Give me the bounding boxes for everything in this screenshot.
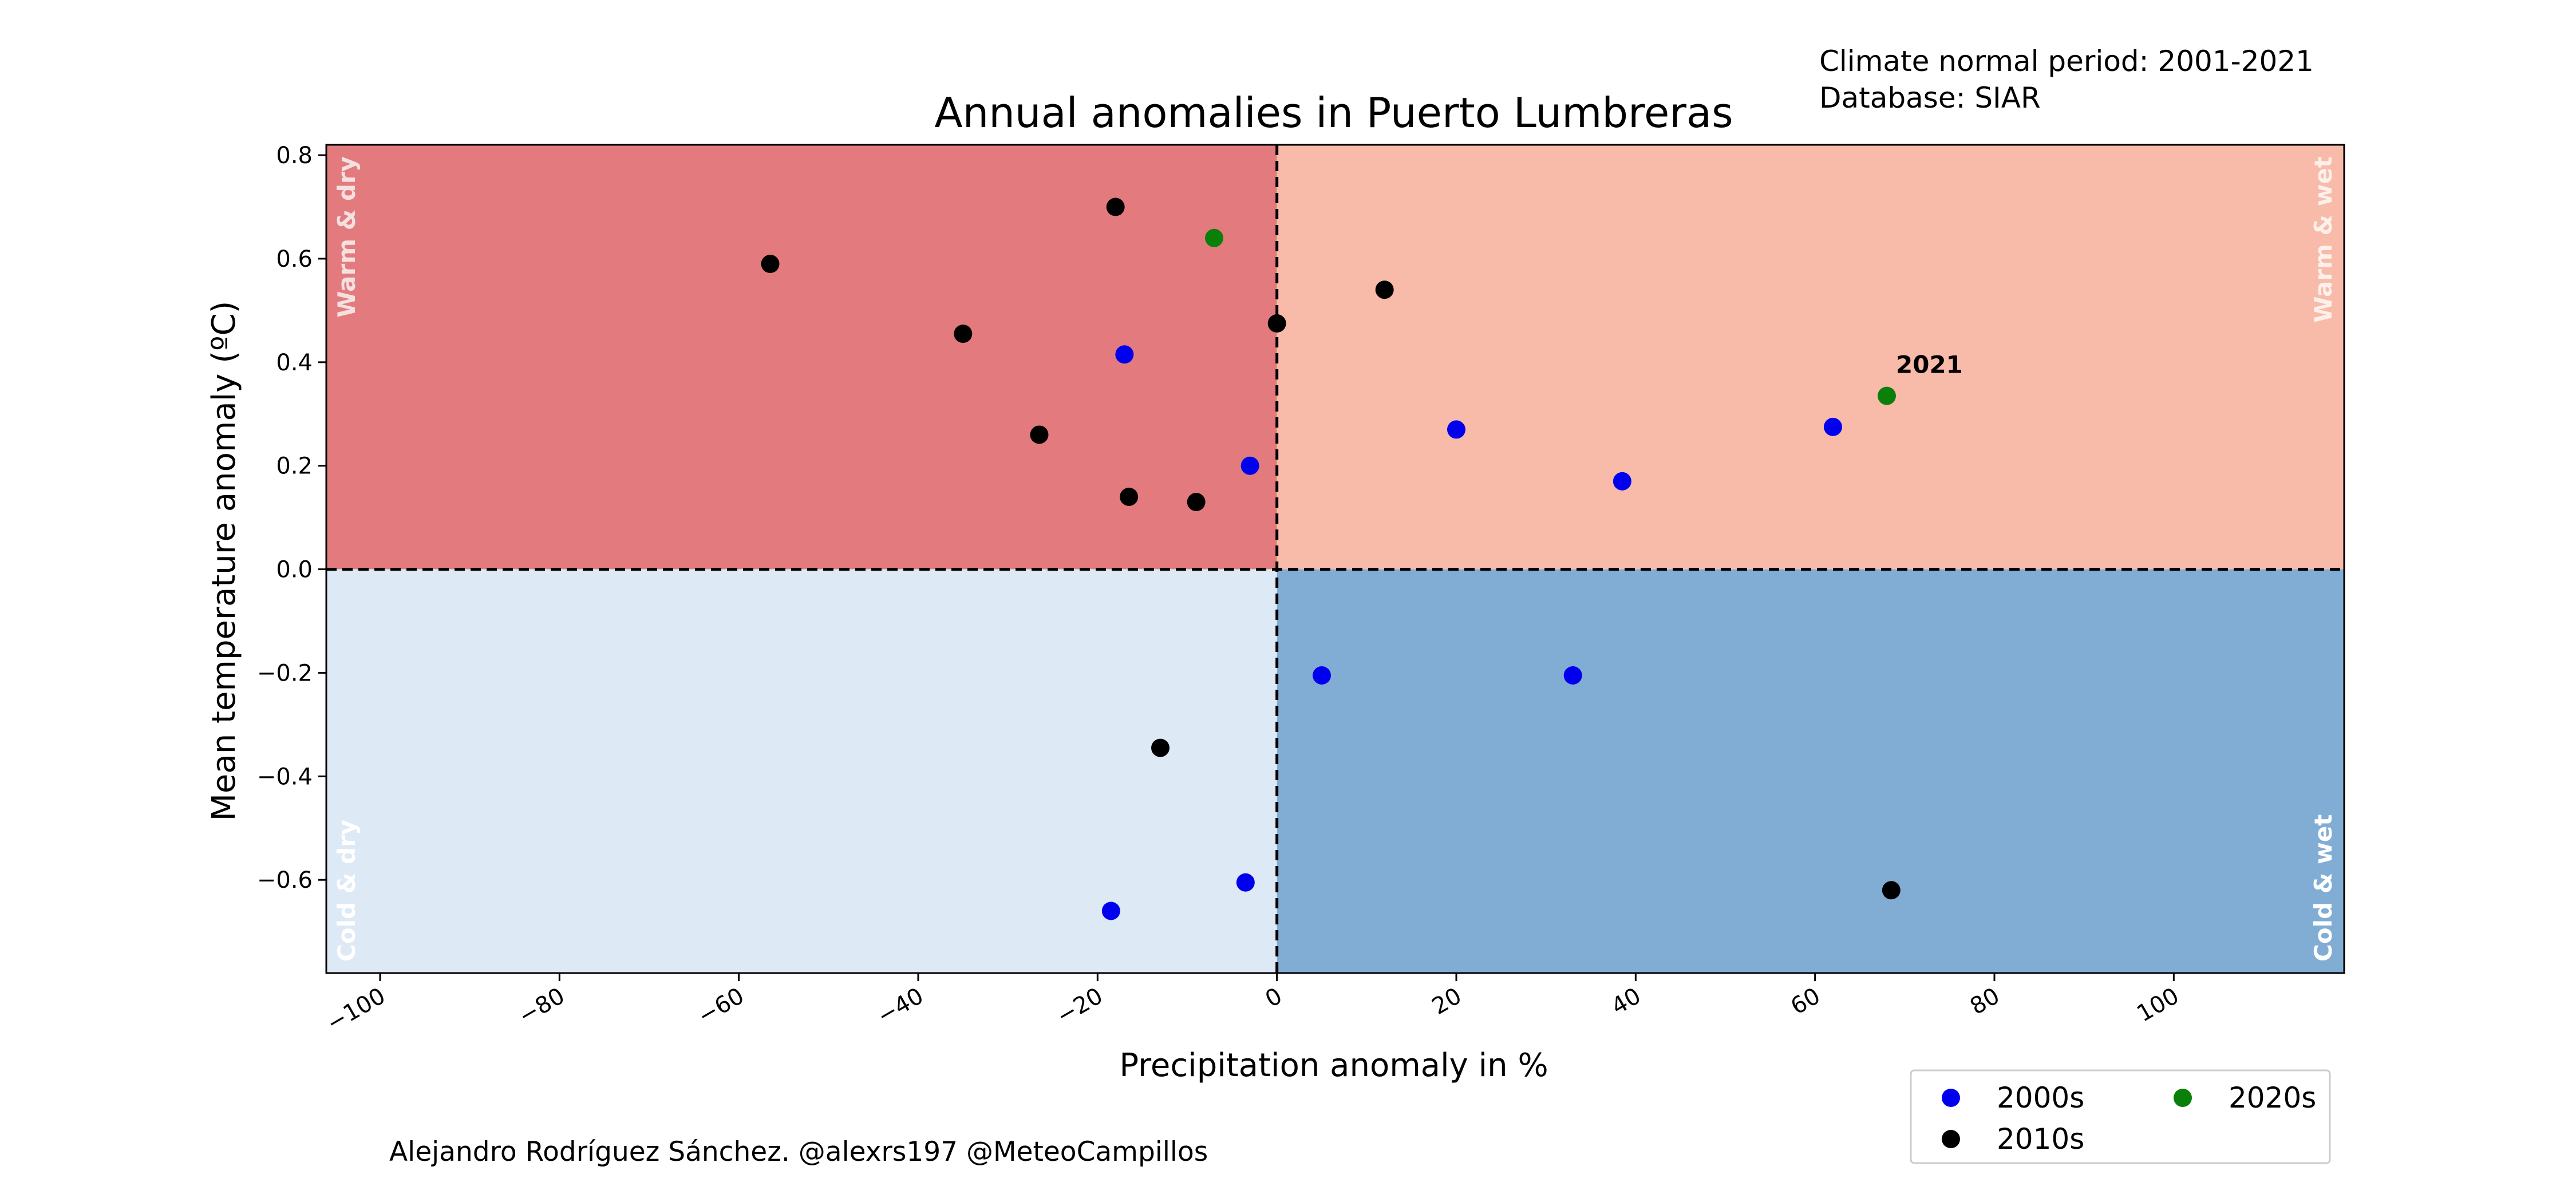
annotation-label: 2021 bbox=[1896, 351, 1963, 379]
y-tick-label: 0.8 bbox=[276, 143, 313, 169]
y-tick-label: −0.6 bbox=[257, 867, 313, 893]
y-tick-label: 0.0 bbox=[276, 557, 313, 583]
legend-entry-2000s: 2000s bbox=[1997, 1081, 2084, 1114]
point-2000s bbox=[1240, 456, 1259, 475]
x-tick-label: −80 bbox=[514, 983, 569, 1030]
quadrant-backgrounds bbox=[326, 145, 2344, 973]
x-tick-label: 20 bbox=[1428, 983, 1466, 1020]
x-tick-label: −100 bbox=[322, 983, 390, 1037]
quadrant-label-2: Cold & dry bbox=[333, 820, 361, 962]
x-tick-label: 60 bbox=[1787, 983, 1825, 1020]
point-2000s bbox=[1613, 472, 1631, 491]
x-axis-label: Precipitation anomaly in % bbox=[1119, 1047, 1548, 1084]
y-axis-ticks: −0.6 −0.4 −0.2 0.0 0.2 0.4 0.6 0.8 bbox=[257, 143, 326, 893]
normal-period-note: Climate normal period: 2001-2021 bbox=[1819, 45, 2314, 78]
quadrant-top-left bbox=[326, 145, 1277, 570]
point-2010s bbox=[1882, 881, 1901, 900]
point-2010s bbox=[1151, 738, 1170, 757]
chart-title: Annual anomalies in Puerto Lumbreras bbox=[934, 89, 1733, 137]
x-tick-label: 0 bbox=[1261, 983, 1287, 1013]
x-tick-label: −40 bbox=[873, 983, 928, 1030]
quadrant-label-1: Warm & wet bbox=[2309, 156, 2337, 323]
point-2020s bbox=[1205, 228, 1223, 247]
point-2010s bbox=[761, 255, 780, 274]
x-axis-ticks: −100 −80 −60 −40 −20 0 20 40 60 80 100 bbox=[322, 973, 2183, 1037]
quadrant-bottom-left bbox=[326, 569, 1277, 973]
point-2000s bbox=[1563, 666, 1582, 685]
point-2010s bbox=[954, 325, 973, 343]
legend: 2000s 2020s 2010s bbox=[1910, 1069, 2331, 1164]
point-2010s bbox=[1187, 493, 1206, 512]
y-axis-label: Mean temperature anomaly (ºC) bbox=[206, 301, 243, 821]
legend-box bbox=[1910, 1069, 2331, 1164]
y-tick-label: −0.2 bbox=[257, 660, 313, 686]
x-tick-label: 40 bbox=[1607, 983, 1645, 1020]
zero-lines bbox=[326, 145, 2344, 973]
quadrant-label-3: Cold & wet bbox=[2309, 814, 2337, 962]
annotations: 2021 bbox=[1896, 351, 1963, 379]
legend-marker-2020s bbox=[2174, 1089, 2192, 1107]
legend-entry-2010s: 2010s bbox=[1997, 1122, 2084, 1156]
y-tick-label: 0.2 bbox=[276, 453, 313, 480]
legend-marker-2000s bbox=[1942, 1089, 1960, 1107]
point-2010s bbox=[1375, 280, 1394, 299]
legend-entry-2020s: 2020s bbox=[2229, 1081, 2316, 1114]
point-2000s bbox=[1115, 345, 1134, 364]
data-points bbox=[761, 197, 1901, 920]
point-2000s bbox=[1447, 420, 1465, 439]
axes-frame bbox=[325, 144, 2345, 974]
point-2010s bbox=[1106, 197, 1125, 216]
point-2010s bbox=[1120, 487, 1139, 506]
point-2000s bbox=[1313, 666, 1331, 685]
point-2010s bbox=[1267, 314, 1286, 333]
y-tick-label: 0.4 bbox=[276, 350, 313, 376]
x-tick-label: −20 bbox=[1052, 983, 1107, 1030]
y-tick-label: 0.6 bbox=[276, 246, 313, 272]
x-tick-label: 100 bbox=[2132, 983, 2183, 1027]
point-2000s bbox=[1824, 417, 1842, 436]
legend-marker-2010s bbox=[1942, 1130, 1960, 1148]
x-tick-label: −60 bbox=[694, 983, 749, 1030]
quadrant-label-0: Warm & dry bbox=[333, 156, 361, 318]
point-2000s bbox=[1236, 873, 1255, 892]
point-2020s bbox=[1878, 386, 1896, 405]
quadrant-top-right bbox=[1277, 145, 2344, 570]
x-tick-label: 80 bbox=[1966, 983, 2004, 1020]
y-tick-label: −0.4 bbox=[257, 764, 313, 790]
database-note: Database: SIAR bbox=[1819, 81, 2041, 114]
author-credits: Alejandro Rodríguez Sánchez. @alexrs197 … bbox=[389, 1136, 1208, 1168]
point-2000s bbox=[1101, 902, 1120, 920]
quadrant-bottom-right bbox=[1277, 569, 2344, 973]
quadrant-labels: Warm & dry Warm & wet Cold & dry Cold & wet bbox=[333, 156, 2337, 962]
point-2010s bbox=[1030, 425, 1049, 444]
